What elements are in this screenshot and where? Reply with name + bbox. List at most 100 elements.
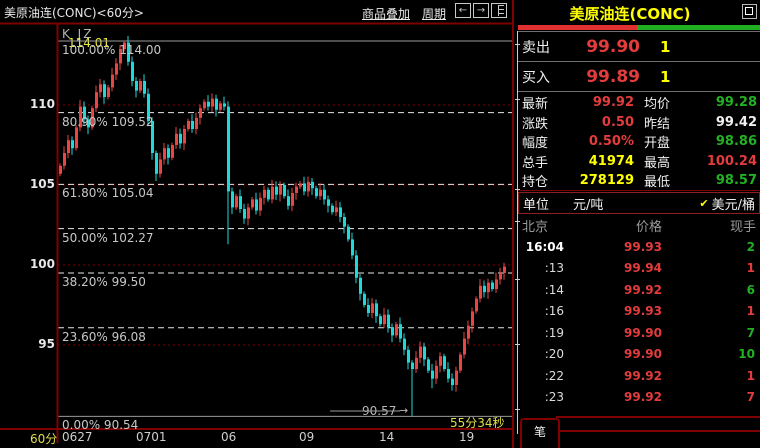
tick-list: 16:04 99.93 2:13 99.94 1:14 99.92 6:16 99.93 1:1… [518,236,760,408]
divider [558,430,760,432]
stat-value: 0.50% [588,134,634,150]
ratio-green-segment [636,25,760,30]
bar-countdown-timer: 55分34秒 [450,416,505,430]
tick-row: :23 99.92 7 [518,387,760,409]
stats-row: 总手 41974 最高 100.24 [518,152,760,172]
tick-time: :14 [544,282,564,297]
maximize-icon[interactable] [742,4,757,19]
border-notch [515,279,520,280]
stat-label: 幅度 [522,136,549,152]
x-axis-tick: 09 [299,430,315,444]
tape-col-time: 北京 [522,220,549,235]
stat-value: 98.86 [715,134,757,150]
border-notch [515,189,520,190]
tick-time: :13 [544,261,564,276]
tick-volume: 1 [746,261,755,276]
ratio-red-segment [518,25,637,30]
stat-label: 均价 [644,97,671,113]
low-marker-arrow-icon: → [399,404,409,417]
stat-label: 涨跌 [522,116,549,132]
sell-qty: 1 [660,37,671,56]
divider [517,31,760,32]
stat-value: 100.24 [706,153,757,169]
stats-row: 持仓 278129 最低 98.57 [518,171,760,191]
high-price-marker: 114.01 [68,36,110,50]
unit-label: 单位 [523,197,550,213]
top-bar: 美原油连(CONC)<60分> 商品叠加 周期 ← → [0,0,513,24]
tape-header: 北京 价格 现手 [518,216,760,235]
tick-row: :16 99.93 1 [518,301,760,323]
stat-label: 昨结 [644,116,671,132]
tick-volume: 2 [746,239,755,254]
y-axis-tick: 100 [29,257,55,271]
arrow-left-icon[interactable]: ← [455,3,471,18]
x-axis-tick: 14 [379,430,395,444]
tick-time: :19 [544,325,564,340]
y-axis-tick: 105 [29,177,55,191]
buy-quote-row[interactable]: 买入 99.89 1 [518,62,760,91]
unit-option-usd-barrel[interactable]: 美元/桶 [711,197,755,213]
tick-row: :20 99.90 10 [518,344,760,366]
tick-row: :22 99.92 1 [518,365,760,387]
stat-value: 41974 [588,153,634,169]
stat-label: 最低 [644,175,671,191]
stat-label: 持仓 [522,175,549,191]
fib-level-label: 61.80% 105.04 [62,186,154,201]
x-axis-tick: 0701 [136,430,167,444]
stat-value: 98.57 [715,173,757,189]
arrow-right-icon[interactable]: → [473,3,489,18]
stat-label: 总手 [522,155,549,171]
tab-tick-detail[interactable]: 笔 [520,418,560,448]
y-axis-tick: 95 [38,337,55,351]
stats-row: 涨跌 0.50 昨结 99.42 [518,113,760,133]
divider [556,416,760,418]
menu-period[interactable]: 周期 [422,7,447,21]
tick-price: 99.92 [624,368,662,383]
unit-option-yuan-ton[interactable]: 元/吨 [573,197,604,213]
tick-price: 99.90 [624,347,662,362]
fib-level-label: 0.00% 90.54 [62,418,139,433]
y-axis-tick: 110 [29,97,55,111]
indicator-label: K JZ [62,27,94,41]
border-notch [515,221,520,222]
tick-time: 16:04 [525,239,564,254]
tick-volume: 7 [746,325,755,340]
tape-col-price: 价格 [635,220,662,235]
fib-level-label: 80.90% 109.52 [62,114,154,129]
border-notch [515,409,520,410]
stats-row: 最新 99.92 均价 99.28 [518,93,760,113]
sell-price: 99.90 [586,36,640,57]
tick-price: 99.92 [624,390,662,405]
tick-time: :20 [544,347,564,362]
split-window-icon[interactable] [491,3,507,18]
menu-commodity-overlay[interactable]: 商品叠加 [362,7,411,21]
divider [517,61,760,62]
buy-qty: 1 [660,67,671,86]
border-notch [515,44,520,45]
divider [517,190,760,191]
sell-label: 卖出 [522,39,550,56]
tick-volume: 6 [746,282,755,297]
buy-price: 99.89 [586,66,640,87]
x-axis-tick: 06 [221,430,237,444]
stat-label: 最高 [644,155,671,171]
tick-row: :13 99.94 1 [518,258,760,280]
stat-value: 99.28 [715,95,757,111]
quote-panel: 美原油连(CONC) 卖出 99.90 1 买入 99.89 1 最新 99.9… [514,0,760,448]
stats-row: 幅度 0.50% 开盘 98.86 [518,132,760,152]
stat-label: 开盘 [644,136,671,152]
tick-time: :16 [544,304,564,319]
stat-value: 0.50 [601,114,634,130]
tick-time: :22 [544,368,564,383]
panel-border [515,31,520,434]
period-label: 60分 [30,432,58,446]
x-axis-tick: 0627 [62,430,93,444]
check-icon: ✔ [699,196,709,210]
tick-volume: 10 [738,347,755,362]
sell-quote-row[interactable]: 卖出 99.90 1 [518,32,760,61]
tick-price: 99.90 [624,325,662,340]
unit-selector-row: 单位 元/吨 ✔ 美元/桶 [518,192,760,214]
tick-volume: 1 [746,304,755,319]
